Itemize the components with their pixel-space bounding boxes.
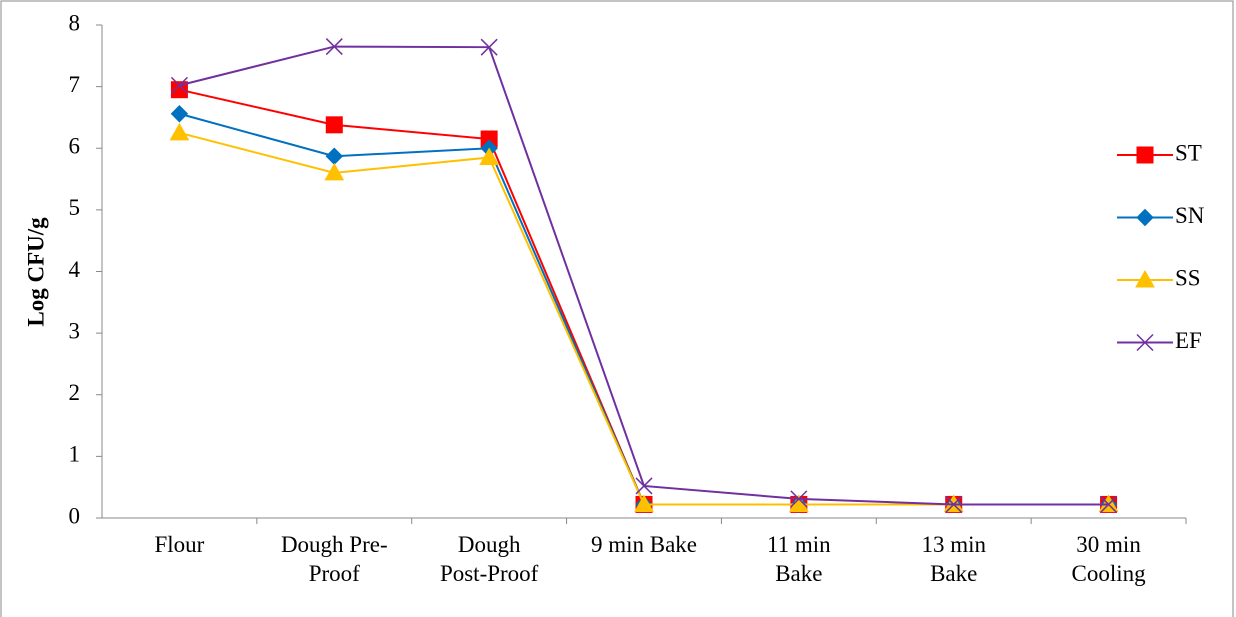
data-point xyxy=(635,477,653,495)
legend-marker xyxy=(1136,208,1154,227)
data-point xyxy=(479,147,499,165)
y-tick-label: 3 xyxy=(69,318,81,343)
data-point xyxy=(325,116,343,134)
data-point xyxy=(170,81,188,99)
data-point xyxy=(634,494,654,512)
y-axis-label: Log CFU/g xyxy=(23,217,48,327)
series-line xyxy=(179,131,1109,506)
data-point xyxy=(1100,495,1118,513)
legend-marker xyxy=(1135,269,1155,288)
x-tick-label: Flour xyxy=(154,532,205,557)
legend-label: EF xyxy=(1175,328,1202,353)
series-line xyxy=(179,112,1109,506)
y-tick-label: 8 xyxy=(69,10,81,35)
y-tick-label: 6 xyxy=(69,134,81,159)
legend-label: ST xyxy=(1175,140,1202,165)
legend-marker xyxy=(1136,333,1154,352)
x-tick-label: 11 min Bake xyxy=(767,532,831,586)
data-point xyxy=(790,490,808,508)
data-point xyxy=(480,38,498,56)
x-tick-label: 30 min Cooling xyxy=(1071,532,1146,586)
x-tick-label: 13 min Bake xyxy=(921,532,986,586)
x-tick-label: Dough Post-Proof xyxy=(439,532,539,586)
y-tick-label: 4 xyxy=(69,257,81,282)
y-tick-label: 0 xyxy=(69,503,81,528)
legend-label: SN xyxy=(1175,203,1205,228)
y-tick-label: 2 xyxy=(69,380,81,405)
legend-label: SS xyxy=(1175,265,1201,290)
data-point xyxy=(170,76,188,94)
data-point xyxy=(169,122,190,141)
data-point xyxy=(325,38,343,56)
y-tick-label: 7 xyxy=(69,72,81,97)
data-point xyxy=(945,495,963,513)
x-tick-label: Dough Pre-Proof xyxy=(280,532,388,586)
y-tick-label: 5 xyxy=(69,195,81,220)
x-tick-label: 9 min Bake xyxy=(590,532,698,557)
series-line xyxy=(179,45,1109,506)
y-tick-label: 1 xyxy=(69,442,81,467)
legend-marker xyxy=(1136,146,1154,164)
data-point xyxy=(324,162,345,181)
data-point xyxy=(325,147,343,165)
data-point xyxy=(170,105,189,123)
